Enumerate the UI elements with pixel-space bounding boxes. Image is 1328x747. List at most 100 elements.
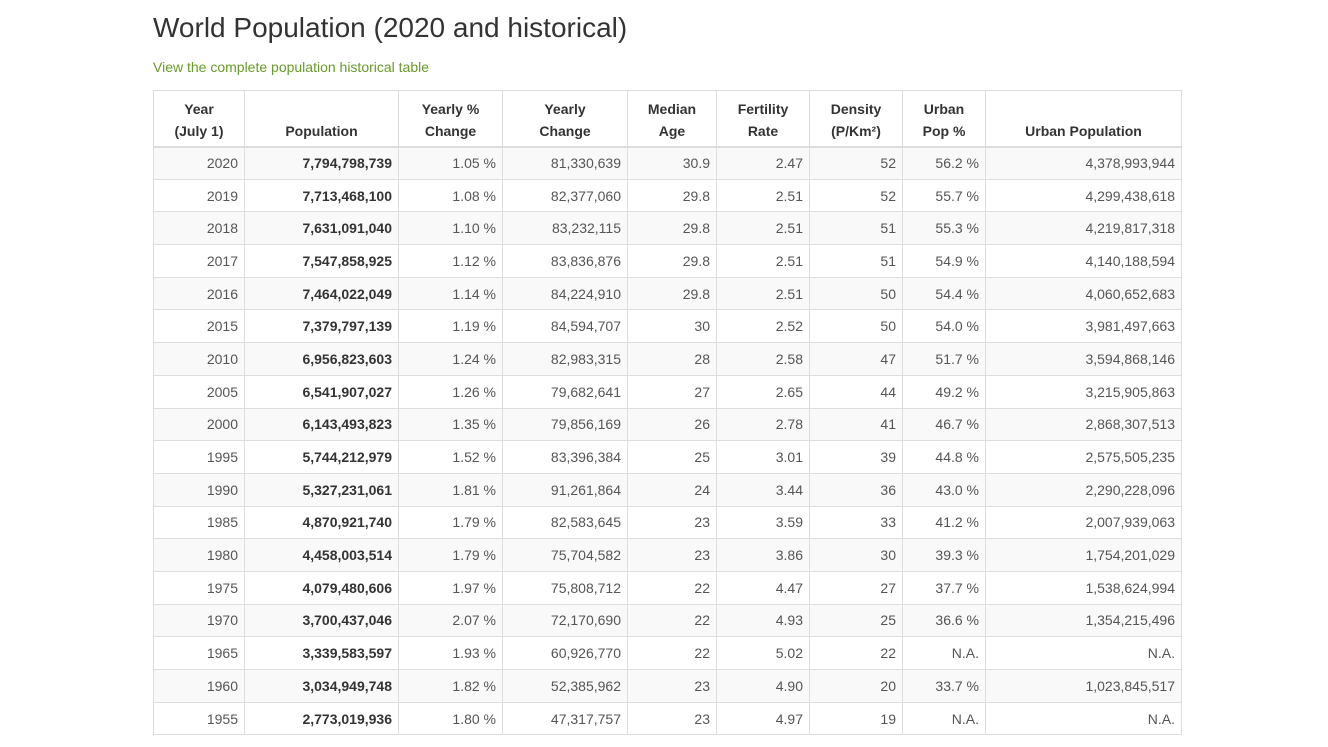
yearly-change-header[interactable]: Yearly Change — [502, 90, 628, 147]
density-cell: 50 — [809, 309, 903, 344]
median-age-cell: 29.8 — [627, 211, 717, 246]
fertility-rate-cell: 2.51 — [716, 178, 810, 213]
header-line-1: Yearly % — [421, 100, 480, 117]
yearly-percent-change-cell: 1.97 % — [398, 570, 503, 605]
population-cell: 5,327,231,061 — [244, 472, 399, 507]
yearly-percent-change-header[interactable]: Yearly % Change — [398, 90, 503, 147]
header-line-1: Urban — [923, 100, 965, 117]
year-cell: 1960 — [153, 669, 245, 703]
urban-pop-percent-cell: 46.7 % — [902, 407, 986, 442]
population-cell: 6,541,907,027 — [244, 374, 399, 409]
year-cell: 2018 — [153, 211, 245, 246]
population-cell: 4,079,480,606 — [244, 570, 399, 605]
median-age-cell: 30 — [627, 309, 717, 344]
median-age-cell: 26 — [627, 407, 717, 442]
population-cell: 7,631,091,040 — [244, 211, 399, 246]
table-row: 1990 5,327,231,061 1.81 % 91,261,864 24 3.44 3… — [153, 472, 1182, 507]
fertility-rate-cell: 3.44 — [716, 472, 810, 507]
fertility-rate-cell: 4.47 — [716, 570, 810, 605]
urban-pop-percent-cell: N.A. — [902, 701, 986, 736]
year-cell: 1990 — [153, 472, 245, 507]
table-row: 1960 3,034,949,748 1.82 % 52,385,962 23 4.90 2… — [153, 669, 1182, 703]
urban-population-cell: 2,007,939,063 — [985, 505, 1182, 540]
year-cell: 1975 — [153, 570, 245, 605]
fertility-rate-cell: 2.58 — [716, 342, 810, 376]
population-cell: 4,870,921,740 — [244, 505, 399, 540]
density-header[interactable]: Density (P/Km²) — [809, 90, 903, 147]
table-row: 1995 5,744,212,979 1.52 % 83,396,384 25 3.01 3… — [153, 440, 1182, 474]
density-cell: 22 — [809, 636, 903, 670]
fertility-rate-cell: 2.47 — [716, 145, 810, 180]
urban-population-cell: 1,354,215,496 — [985, 603, 1182, 638]
year-cell: 1985 — [153, 505, 245, 540]
year-cell: 2010 — [153, 342, 245, 376]
year-cell: 1970 — [153, 603, 245, 638]
fertility-rate-cell: 4.93 — [716, 603, 810, 638]
table-row: 2019 7,713,468,100 1.08 % 82,377,060 29.8 2.5… — [153, 178, 1182, 213]
yearly-change-cell: 75,704,582 — [502, 538, 628, 572]
year-cell: 1980 — [153, 538, 245, 572]
urban-population-cell: 4,060,652,683 — [985, 276, 1182, 311]
density-cell: 51 — [809, 244, 903, 278]
urban-pop-percent-header[interactable]: Urban Pop % — [902, 90, 986, 147]
density-cell: 27 — [809, 570, 903, 605]
median-age-header[interactable]: Median Age — [627, 90, 717, 147]
fertility-rate-cell: 2.51 — [716, 211, 810, 246]
year-cell: 2005 — [153, 374, 245, 409]
median-age-cell: 25 — [627, 440, 717, 474]
header-line-2: Pop % — [922, 122, 966, 139]
urban-population-cell: 3,594,868,146 — [985, 342, 1182, 376]
population-cell: 3,700,437,046 — [244, 603, 399, 638]
table-row: 2005 6,541,907,027 1.26 % 79,682,641 27 2.65 4… — [153, 374, 1182, 409]
yearly-percent-change-cell: 1.08 % — [398, 178, 503, 213]
urban-population-cell: 1,538,624,994 — [985, 570, 1182, 605]
yearly-change-cell: 79,682,641 — [502, 374, 628, 409]
median-age-cell: 30.9 — [627, 145, 717, 180]
population-header[interactable]: Population — [244, 90, 399, 147]
table-row: 1970 3,700,437,046 2.07 % 72,170,690 22 4.93 2… — [153, 603, 1182, 638]
urban-population-cell: N.A. — [985, 636, 1182, 670]
year-cell: 2015 — [153, 309, 245, 344]
fertility-rate-header[interactable]: Fertility Rate — [716, 90, 810, 147]
historical-table-link[interactable]: View the complete population historical … — [153, 59, 430, 75]
yearly-percent-change-cell: 1.93 % — [398, 636, 503, 670]
yearly-percent-change-cell: 1.12 % — [398, 244, 503, 278]
urban-population-cell: 4,219,817,318 — [985, 211, 1182, 246]
year-header[interactable]: Year (July 1) — [153, 90, 245, 147]
density-cell: 33 — [809, 505, 903, 540]
header-line-2: Population — [285, 122, 358, 139]
fertility-rate-cell: 2.51 — [716, 276, 810, 311]
year-cell: 1965 — [153, 636, 245, 670]
population-cell: 6,956,823,603 — [244, 342, 399, 376]
header-line-2: Urban Population — [1025, 122, 1142, 139]
yearly-change-cell: 82,377,060 — [502, 178, 628, 213]
header-line-1: Density — [830, 100, 882, 117]
urban-population-cell: 4,378,993,944 — [985, 145, 1182, 180]
yearly-percent-change-cell: 2.07 % — [398, 603, 503, 638]
table-body: 2020 7,794,798,739 1.05 % 81,330,639 30.9 2.4… — [153, 145, 1182, 736]
header-line-1: Yearly — [544, 100, 586, 117]
year-cell: 2016 — [153, 276, 245, 311]
population-cell: 6,143,493,823 — [244, 407, 399, 442]
urban-population-cell: N.A. — [985, 701, 1182, 736]
yearly-change-cell: 82,583,645 — [502, 505, 628, 540]
median-age-cell: 29.8 — [627, 178, 717, 213]
fertility-rate-cell: 2.52 — [716, 309, 810, 344]
median-age-cell: 24 — [627, 472, 717, 507]
density-cell: 41 — [809, 407, 903, 442]
urban-population-cell: 2,868,307,513 — [985, 407, 1182, 442]
urban-pop-percent-cell: N.A. — [902, 636, 986, 670]
header-line-1: Year — [184, 100, 214, 117]
urban-population-header[interactable]: Urban Population — [985, 90, 1182, 147]
yearly-change-cell: 81,330,639 — [502, 145, 628, 180]
density-cell: 20 — [809, 669, 903, 703]
yearly-percent-change-cell: 1.79 % — [398, 538, 503, 572]
table-row: 1965 3,339,583,597 1.93 % 60,926,770 22 5.02 2… — [153, 636, 1182, 670]
header-line-1: Median — [647, 100, 697, 117]
urban-population-cell: 2,290,228,096 — [985, 472, 1182, 507]
population-cell: 7,713,468,100 — [244, 178, 399, 213]
yearly-percent-change-cell: 1.26 % — [398, 374, 503, 409]
urban-pop-percent-cell: 55.7 % — [902, 178, 986, 213]
population-cell: 2,773,019,936 — [244, 701, 399, 736]
population-cell: 3,339,583,597 — [244, 636, 399, 670]
